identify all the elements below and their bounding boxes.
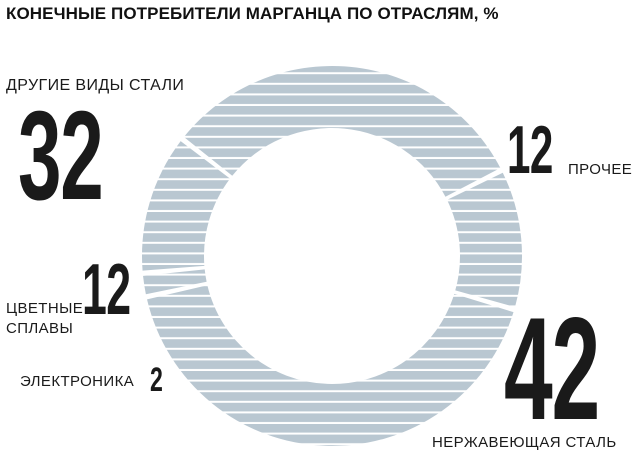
donut-slice-3: [143, 269, 207, 295]
donut-slices: [142, 65, 522, 446]
label-other: ПРОЧЕЕ: [568, 161, 633, 178]
donut-slice-4: [142, 141, 231, 271]
donut-slice-2: [147, 285, 514, 446]
value-other: 12: [507, 112, 553, 188]
donut-slice-1: [447, 172, 522, 308]
label-other-steel: ДРУГИЕ ВИДЫ СТАЛИ: [6, 77, 185, 94]
value-stainless-steel: 42: [504, 287, 600, 450]
donut-slice-0: [183, 65, 501, 197]
label-stainless-steel: НЕРЖАВЕЮЩАЯ СТАЛЬ: [432, 434, 617, 451]
value-nonferrous-alloys: 12: [82, 250, 131, 330]
chart-title: КОНЕЧНЫЕ ПОТРЕБИТЕЛИ МАРГАНЦА ПО ОТРАСЛЯ…: [6, 4, 499, 23]
value-electronics: 2: [150, 361, 163, 399]
label-electronics: ЭЛЕКТРОНИКА: [20, 373, 135, 390]
label-nonferrous-alloys: ЦВЕТНЫЕ СПЛАВЫ: [6, 300, 84, 337]
value-other-steel: 32: [18, 85, 104, 226]
